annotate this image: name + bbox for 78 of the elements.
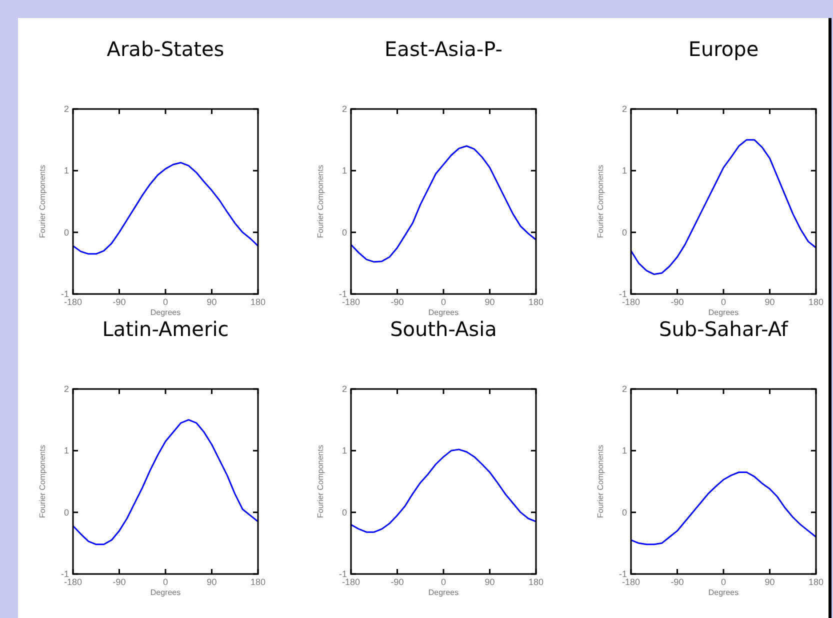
x-tick-label: 0 bbox=[440, 297, 446, 307]
chart-title: East-Asia-P- bbox=[384, 37, 502, 61]
y-tick-label: 1 bbox=[64, 166, 69, 176]
x-tick-label: -180 bbox=[64, 297, 82, 307]
x-tick-label: -180 bbox=[622, 577, 640, 587]
x-tick-label: -180 bbox=[622, 297, 640, 307]
y-axis-title: Fourier Components bbox=[596, 165, 605, 238]
x-tick-label: -180 bbox=[342, 297, 360, 307]
x-tick-label: 180 bbox=[528, 297, 544, 307]
x-tick-label: -90 bbox=[670, 297, 684, 307]
y-axis-title: Fourier Components bbox=[316, 445, 325, 518]
line-series bbox=[350, 145, 537, 263]
x-tick-label: -90 bbox=[390, 297, 404, 307]
x-tick-label: -90 bbox=[112, 577, 126, 587]
x-axis-title: Degrees bbox=[150, 308, 181, 317]
y-tick-label: 2 bbox=[342, 384, 347, 394]
y-tick-label: 2 bbox=[342, 104, 347, 114]
y-tick-label: -1 bbox=[338, 569, 347, 579]
y-axis-title: Fourier Components bbox=[38, 445, 47, 518]
x-tick-label: 180 bbox=[250, 297, 266, 307]
x-tick-label: 90 bbox=[484, 297, 495, 307]
x-axis-title: Degrees bbox=[150, 588, 181, 597]
line-series bbox=[72, 419, 259, 546]
x-tick-label: 90 bbox=[484, 577, 495, 587]
y-tick-label: 2 bbox=[64, 384, 69, 394]
x-tick-label: 90 bbox=[764, 577, 775, 587]
y-tick-label: 1 bbox=[622, 166, 627, 176]
y-tick-label: 1 bbox=[342, 166, 347, 176]
x-tick-label: 90 bbox=[764, 297, 775, 307]
x-tick-label: -180 bbox=[64, 577, 82, 587]
line-series bbox=[630, 139, 817, 276]
y-tick-label: -1 bbox=[618, 289, 627, 299]
y-tick-label: 1 bbox=[622, 446, 627, 456]
x-tick-label: 0 bbox=[162, 297, 168, 307]
x-axis-title: Degrees bbox=[708, 588, 739, 597]
x-tick-label: 90 bbox=[206, 577, 217, 587]
x-tick-label: 180 bbox=[528, 577, 544, 587]
y-tick-label: 2 bbox=[622, 104, 627, 114]
x-axis-title: Degrees bbox=[428, 308, 459, 317]
x-tick-label: 180 bbox=[808, 297, 824, 307]
y-tick-label: -1 bbox=[60, 569, 69, 579]
y-tick-label: 2 bbox=[622, 384, 627, 394]
x-tick-label: 180 bbox=[250, 577, 266, 587]
line-series bbox=[72, 162, 259, 255]
line-series bbox=[630, 472, 817, 546]
y-tick-label: 0 bbox=[342, 507, 347, 518]
y-tick-label: 1 bbox=[342, 446, 347, 456]
x-tick-label: 0 bbox=[720, 297, 726, 307]
x-tick-label: -180 bbox=[342, 577, 360, 587]
y-tick-label: 1 bbox=[64, 446, 69, 456]
x-axis-title: Degrees bbox=[708, 308, 739, 317]
y-tick-label: 0 bbox=[622, 227, 627, 238]
chart-title: South-Asia bbox=[390, 317, 497, 341]
x-tick-label: -90 bbox=[390, 577, 404, 587]
x-tick-label: -90 bbox=[112, 297, 126, 307]
x-tick-label: 0 bbox=[720, 577, 726, 587]
y-tick-label: -1 bbox=[618, 569, 627, 579]
y-tick-label: 0 bbox=[64, 227, 69, 238]
chart-title: Sub-Sahar-Af bbox=[659, 317, 789, 341]
x-axis-title: Degrees bbox=[428, 588, 459, 597]
y-tick-label: -1 bbox=[60, 289, 69, 299]
x-tick-label: -90 bbox=[670, 577, 684, 587]
chart-title: Europe bbox=[688, 37, 759, 61]
y-tick-label: 0 bbox=[342, 227, 347, 238]
x-tick-label: 90 bbox=[206, 297, 217, 307]
y-axis-title: Fourier Components bbox=[38, 165, 47, 238]
x-tick-label: 0 bbox=[440, 577, 446, 587]
y-tick-label: 2 bbox=[64, 104, 69, 114]
chart-title: Arab-States bbox=[106, 37, 224, 61]
y-tick-label: -1 bbox=[338, 289, 347, 299]
x-tick-label: 180 bbox=[808, 577, 824, 587]
line-series bbox=[350, 448, 537, 533]
y-axis-title: Fourier Components bbox=[316, 165, 325, 238]
y-axis-title: Fourier Components bbox=[596, 445, 605, 518]
y-tick-label: 0 bbox=[622, 507, 627, 518]
x-tick-label: 0 bbox=[162, 577, 168, 587]
y-tick-label: 0 bbox=[64, 507, 69, 518]
chart-title: Latin-Americ bbox=[102, 317, 229, 341]
